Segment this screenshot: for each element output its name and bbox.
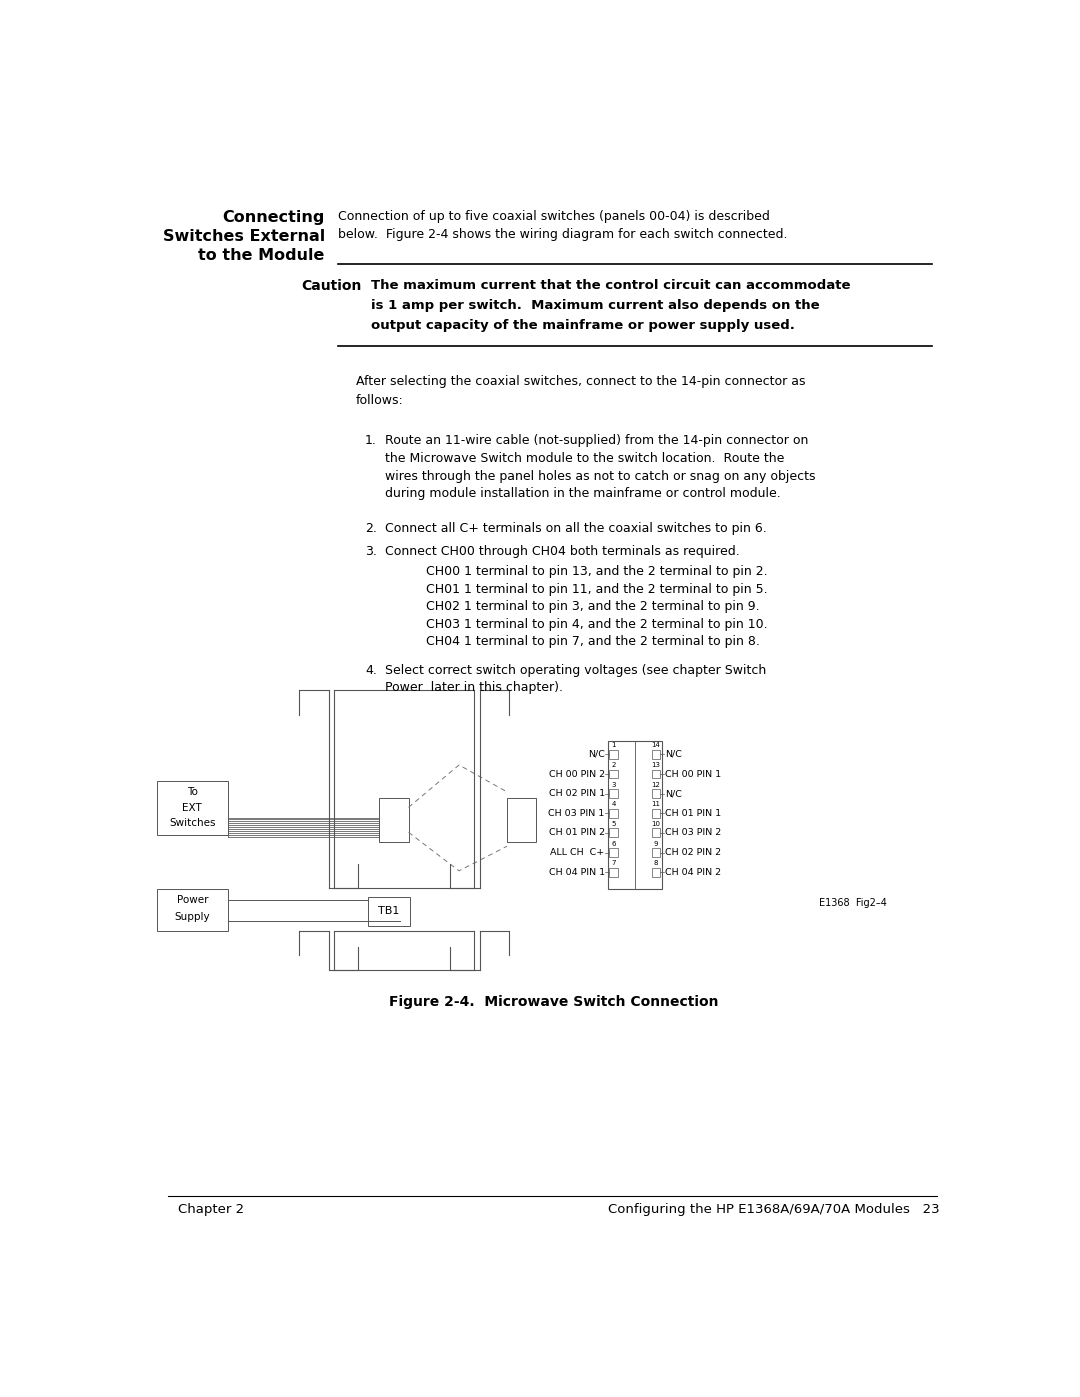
Text: Connect all C+ terminals on all the coaxial switches to pin 6.: Connect all C+ terminals on all the coax… xyxy=(384,521,767,535)
Text: 11: 11 xyxy=(651,802,661,807)
Text: CH 03 PIN 1: CH 03 PIN 1 xyxy=(549,809,605,817)
Bar xyxy=(651,770,661,778)
Text: wires through the panel holes as not to catch or snag on any objects: wires through the panel holes as not to … xyxy=(384,469,815,482)
Text: CH 04 PIN 1: CH 04 PIN 1 xyxy=(549,868,605,877)
Text: CH 01 PIN 1: CH 01 PIN 1 xyxy=(665,809,721,817)
Bar xyxy=(651,750,661,759)
Text: Supply: Supply xyxy=(175,912,211,922)
Text: CH00 1 terminal to pin 13, and the 2 terminal to pin 2.: CH00 1 terminal to pin 13, and the 2 ter… xyxy=(426,566,767,578)
Bar xyxy=(157,888,228,932)
Text: follows:: follows: xyxy=(356,394,404,407)
Text: the Microwave Switch module to the switch location.  Route the: the Microwave Switch module to the switc… xyxy=(384,453,784,465)
Text: E1368  Fig2–4: E1368 Fig2–4 xyxy=(819,898,887,908)
Text: TB1: TB1 xyxy=(378,907,400,916)
Text: 1: 1 xyxy=(611,742,616,749)
Text: N/C: N/C xyxy=(665,750,681,759)
Text: Connection of up to five coaxial switches (panels 00-04) is described: Connection of up to five coaxial switche… xyxy=(338,210,770,224)
Text: 10: 10 xyxy=(651,821,661,827)
Bar xyxy=(157,781,228,835)
Text: 4.: 4. xyxy=(365,664,377,676)
Text: Power  later in this chapter).: Power later in this chapter). xyxy=(384,682,563,694)
Text: 1.: 1. xyxy=(365,434,377,447)
Bar xyxy=(379,798,408,842)
Text: 2.: 2. xyxy=(365,521,377,535)
Text: to the Module: to the Module xyxy=(199,247,325,263)
Text: 6: 6 xyxy=(611,841,616,847)
Bar xyxy=(651,789,661,798)
Text: 8: 8 xyxy=(653,861,658,866)
Bar xyxy=(609,750,618,759)
Text: 9: 9 xyxy=(653,841,658,847)
Text: CH 04 PIN 2: CH 04 PIN 2 xyxy=(665,868,721,877)
Text: 3: 3 xyxy=(611,782,616,788)
Bar xyxy=(609,789,618,798)
Bar xyxy=(367,897,410,926)
Text: CH 01 PIN 2: CH 01 PIN 2 xyxy=(549,828,605,837)
Text: CH02 1 terminal to pin 3, and the 2 terminal to pin 9.: CH02 1 terminal to pin 3, and the 2 term… xyxy=(426,601,759,613)
Text: Configuring the HP E1368A/69A/70A Modules   23: Configuring the HP E1368A/69A/70A Module… xyxy=(608,1203,940,1217)
Text: during module installation in the mainframe or control module.: during module installation in the mainfr… xyxy=(384,488,780,500)
Text: CH04 1 terminal to pin 7, and the 2 terminal to pin 8.: CH04 1 terminal to pin 7, and the 2 term… xyxy=(426,636,759,648)
Text: CH 02 PIN 2: CH 02 PIN 2 xyxy=(665,848,721,856)
Text: Select correct switch operating voltages (see chapter Switch: Select correct switch operating voltages… xyxy=(384,664,766,676)
Bar xyxy=(651,848,661,856)
Bar xyxy=(608,740,662,888)
Text: Figure 2-4.  Microwave Switch Connection: Figure 2-4. Microwave Switch Connection xyxy=(389,996,718,1010)
Bar xyxy=(609,770,618,778)
Text: Caution: Caution xyxy=(301,279,362,293)
Text: 14: 14 xyxy=(651,742,661,749)
Text: ALL CH  C+: ALL CH C+ xyxy=(551,848,605,856)
Text: The maximum current that the control circuit can accommodate: The maximum current that the control cir… xyxy=(372,279,851,292)
Bar xyxy=(609,848,618,856)
Text: CH03 1 terminal to pin 4, and the 2 terminal to pin 10.: CH03 1 terminal to pin 4, and the 2 term… xyxy=(426,617,767,631)
Text: N/C: N/C xyxy=(588,750,605,759)
Text: After selecting the coaxial switches, connect to the 14-pin connector as: After selecting the coaxial switches, co… xyxy=(356,376,806,388)
Text: N/C: N/C xyxy=(665,789,681,798)
Bar xyxy=(651,828,661,837)
Bar xyxy=(651,809,661,817)
Text: Switches: Switches xyxy=(170,819,216,828)
Text: 13: 13 xyxy=(651,761,661,768)
Text: CH01 1 terminal to pin 11, and the 2 terminal to pin 5.: CH01 1 terminal to pin 11, and the 2 ter… xyxy=(426,583,767,595)
Text: Connecting: Connecting xyxy=(222,210,325,225)
Text: 12: 12 xyxy=(651,782,661,788)
Text: Connect CH00 through CH04 both terminals as required.: Connect CH00 through CH04 both terminals… xyxy=(384,545,740,557)
Text: Chapter 2: Chapter 2 xyxy=(177,1203,244,1217)
Text: output capacity of the mainframe or power supply used.: output capacity of the mainframe or powe… xyxy=(372,319,795,331)
Text: 4: 4 xyxy=(611,802,616,807)
Text: EXT: EXT xyxy=(183,803,202,813)
Bar xyxy=(609,809,618,817)
Text: 3.: 3. xyxy=(365,545,377,557)
Bar xyxy=(609,868,618,877)
Text: is 1 amp per switch.  Maximum current also depends on the: is 1 amp per switch. Maximum current als… xyxy=(372,299,820,312)
Text: 7: 7 xyxy=(611,861,616,866)
Text: CH 00 PIN 2: CH 00 PIN 2 xyxy=(549,770,605,778)
Text: CH 03 PIN 2: CH 03 PIN 2 xyxy=(665,828,721,837)
Bar xyxy=(507,798,537,842)
Text: 5: 5 xyxy=(611,821,616,827)
Text: CH 02 PIN 1: CH 02 PIN 1 xyxy=(549,789,605,798)
Text: 2: 2 xyxy=(611,761,616,768)
Text: To: To xyxy=(187,788,198,798)
Text: Power: Power xyxy=(177,894,208,904)
Bar xyxy=(651,868,661,877)
Text: Switches External: Switches External xyxy=(163,229,325,244)
Text: CH 00 PIN 1: CH 00 PIN 1 xyxy=(665,770,721,778)
Bar xyxy=(609,828,618,837)
Text: below.  Figure 2-4 shows the wiring diagram for each switch connected.: below. Figure 2-4 shows the wiring diagr… xyxy=(338,229,787,242)
Text: Route an 11-wire cable (not-supplied) from the 14-pin connector on: Route an 11-wire cable (not-supplied) fr… xyxy=(384,434,808,447)
